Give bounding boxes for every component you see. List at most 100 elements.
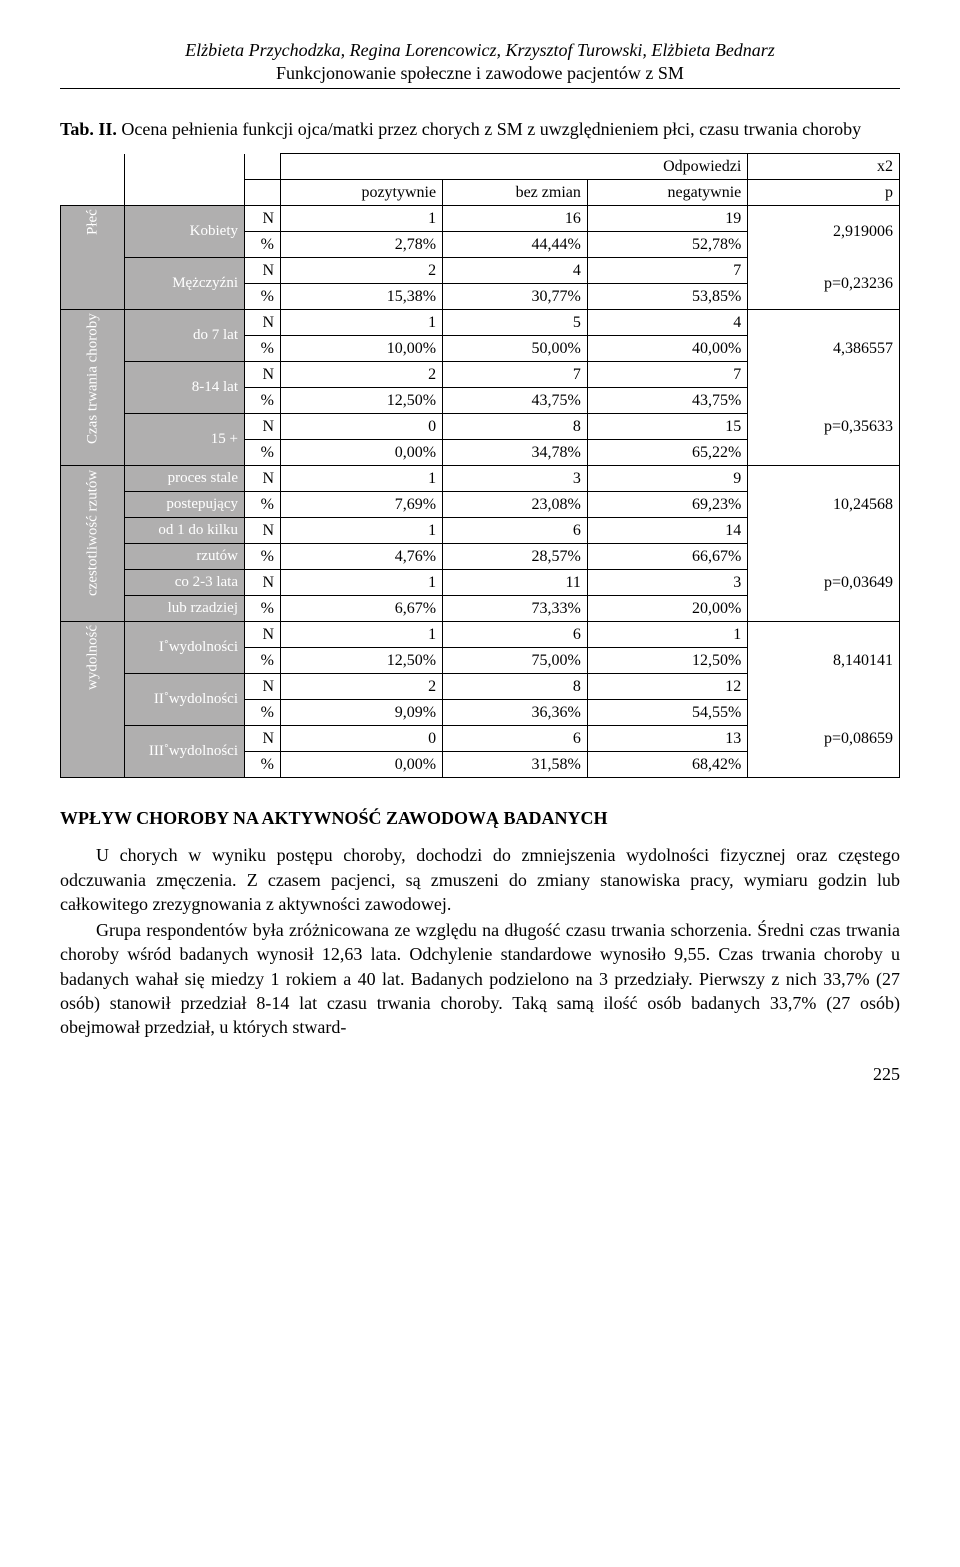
np-p: % xyxy=(245,752,281,778)
cell: 9,09% xyxy=(281,700,443,726)
cell: 7 xyxy=(587,362,747,388)
rowlab-proces: proces stale xyxy=(125,466,245,492)
cell: 8 xyxy=(443,674,588,700)
table-row: co 2-3 lata N 1 11 3 p=0,03649 xyxy=(61,570,900,596)
cell: 4,76% xyxy=(281,544,443,570)
cell: 34,78% xyxy=(443,440,588,466)
col-x2: x2 xyxy=(748,154,900,180)
col-p: p xyxy=(748,180,900,206)
cell: 30,77% xyxy=(443,284,588,310)
table-row: Mężczyźni N 2 4 7 p=0,23236 xyxy=(61,258,900,284)
cell: 54,55% xyxy=(587,700,747,726)
cell: 53,85% xyxy=(587,284,747,310)
table-row: II˚wydolności N 2 8 12 xyxy=(61,674,900,700)
table-row: 15 + N 0 8 15 p=0,35633 xyxy=(61,414,900,440)
table-row: Płeć Kobiety N 1 16 19 2,919006 xyxy=(61,206,900,232)
cell: 66,67% xyxy=(587,544,747,570)
np-N: N xyxy=(245,414,281,440)
stat: 4,386557 xyxy=(748,336,900,362)
np-N: N xyxy=(245,310,281,336)
np-p: % xyxy=(245,336,281,362)
section-heading: WPŁYW CHOROBY NA AKTYWNOŚĆ ZAWODOWĄ BADA… xyxy=(60,808,900,829)
stat: p=0,35633 xyxy=(748,414,900,440)
cell: 16 xyxy=(443,206,588,232)
cell: 15,38% xyxy=(281,284,443,310)
sidecat-plec: Płeć xyxy=(61,206,125,310)
cell: 1 xyxy=(281,518,443,544)
cell: 4 xyxy=(443,258,588,284)
cell: 23,08% xyxy=(443,492,588,518)
np-p: % xyxy=(245,388,281,414)
table-row: Czas trwania choroby do 7 lat N 1 5 4 xyxy=(61,310,900,336)
stat: p=0,03649 xyxy=(748,570,900,596)
table-caption: Tab. II. Ocena pełnienia funkcji ojca/ma… xyxy=(60,117,900,141)
cell: 36,36% xyxy=(443,700,588,726)
cell: 43,75% xyxy=(587,388,747,414)
caption-text: Ocena pełnienia funkcji ojca/matki przez… xyxy=(117,119,861,139)
cell: 0 xyxy=(281,726,443,752)
header-authors: Elżbieta Przychodzka, Regina Lorencowicz… xyxy=(60,40,900,61)
cell: 3 xyxy=(587,570,747,596)
table-row: 8-14 lat N 2 7 7 xyxy=(61,362,900,388)
np-N: N xyxy=(245,570,281,596)
rowlab-w1: I˚wydolności xyxy=(125,622,245,674)
sidecat-czas: Czas trwania choroby xyxy=(61,310,125,466)
cell: 2 xyxy=(281,362,443,388)
cell: 43,75% xyxy=(443,388,588,414)
np-N: N xyxy=(245,674,281,700)
cell: 6 xyxy=(443,726,588,752)
cell: 2 xyxy=(281,258,443,284)
sidecat-wyd: wydolność xyxy=(61,622,125,778)
body-paragraph-2: Grupa respondentów była zróżnicowana ze … xyxy=(60,918,900,1039)
cell: 20,00% xyxy=(587,596,747,622)
np-p: % xyxy=(245,544,281,570)
stat: 2,919006 xyxy=(748,206,900,258)
table-row: postepujący % 7,69% 23,08% 69,23% 10,245… xyxy=(61,492,900,518)
cell: 12,50% xyxy=(281,648,443,674)
cell: 13 xyxy=(587,726,747,752)
table-subheader-row: pozytywnie bez zmian negatywnie p xyxy=(61,180,900,206)
cell: 6 xyxy=(443,518,588,544)
rowlab-do7: do 7 lat xyxy=(125,310,245,362)
table-row: lub rzadziej % 6,67% 73,33% 20,00% xyxy=(61,596,900,622)
cell: 11 xyxy=(443,570,588,596)
cell: 3 xyxy=(443,466,588,492)
rowlab-kobiety: Kobiety xyxy=(125,206,245,258)
table-row: od 1 do kilku N 1 6 14 xyxy=(61,518,900,544)
header-subtitle: Funkcjonowanie społeczne i zawodowe pacj… xyxy=(60,63,900,89)
page-number: 225 xyxy=(60,1064,900,1085)
results-table: Odpowiedzi x2 pozytywnie bez zmian negat… xyxy=(60,153,900,778)
rowlab-mezczyzni: Mężczyźni xyxy=(125,258,245,310)
table-row: rzutów % 4,76% 28,57% 66,67% xyxy=(61,544,900,570)
cell: 0,00% xyxy=(281,440,443,466)
cell: 5 xyxy=(443,310,588,336)
table-row: czestotliwość rzutów proces stale N 1 3 … xyxy=(61,466,900,492)
rowlab-post: postepujący xyxy=(125,492,245,518)
col-pozytywnie: pozytywnie xyxy=(281,180,443,206)
caption-label: Tab. II. xyxy=(60,119,117,139)
cell: 1 xyxy=(281,206,443,232)
table-row: wydolność I˚wydolności N 1 6 1 xyxy=(61,622,900,648)
rowlab-od1a: od 1 do kilku xyxy=(125,518,245,544)
cell: 52,78% xyxy=(587,232,747,258)
cell: 0 xyxy=(281,414,443,440)
cell: 4 xyxy=(587,310,747,336)
np-N: N xyxy=(245,622,281,648)
np-p: % xyxy=(245,492,281,518)
cell: 73,33% xyxy=(443,596,588,622)
cell: 15 xyxy=(587,414,747,440)
cell: 1 xyxy=(281,622,443,648)
rowlab-co23b: lub rzadziej xyxy=(125,596,245,622)
cell: 31,58% xyxy=(443,752,588,778)
cell: 14 xyxy=(587,518,747,544)
body-paragraph-1: U chorych w wyniku postępu choroby, doch… xyxy=(60,843,900,916)
stat: p=0,08659 xyxy=(748,726,900,752)
np-p: % xyxy=(245,648,281,674)
cell: 2,78% xyxy=(281,232,443,258)
np-p: % xyxy=(245,700,281,726)
col-negatywnie: negatywnie xyxy=(587,180,747,206)
sidecat-czest: czestotliwość rzutów xyxy=(61,466,125,622)
cell: 1 xyxy=(281,466,443,492)
cell: 0,00% xyxy=(281,752,443,778)
table-row: III˚wydolności N 0 6 13 p=0,08659 xyxy=(61,726,900,752)
